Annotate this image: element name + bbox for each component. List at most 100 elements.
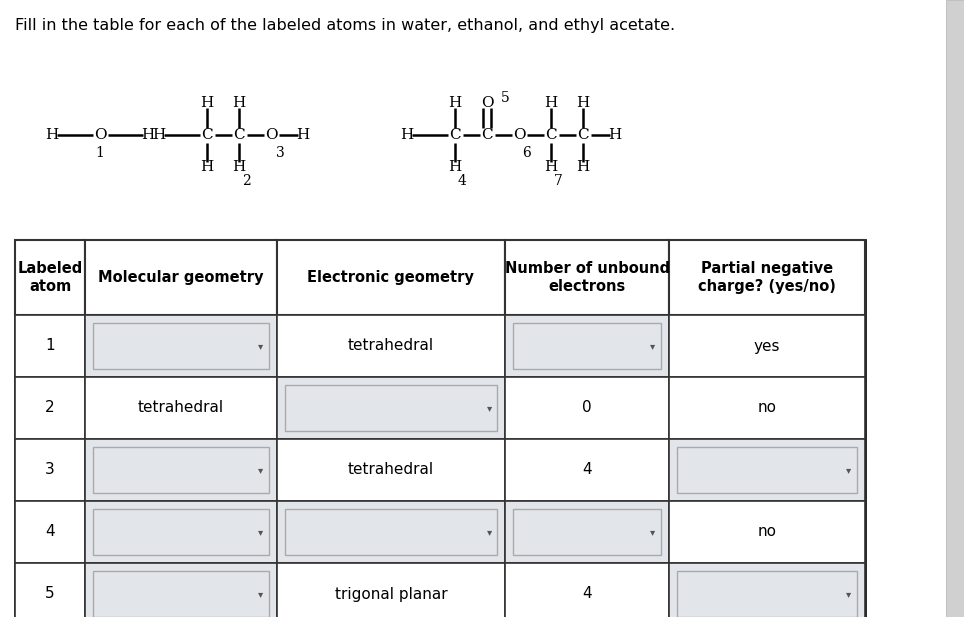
Text: Molecular geometry: Molecular geometry xyxy=(98,270,263,285)
Bar xyxy=(514,509,660,555)
Text: H: H xyxy=(545,160,557,174)
Text: ▾: ▾ xyxy=(487,403,492,413)
Text: H: H xyxy=(545,96,557,110)
Text: ▾: ▾ xyxy=(487,527,492,537)
Text: Labeled
atom: Labeled atom xyxy=(17,262,83,294)
Text: H: H xyxy=(201,160,214,174)
Text: C: C xyxy=(481,128,493,142)
Text: H: H xyxy=(296,128,309,142)
Bar xyxy=(277,563,505,617)
Bar xyxy=(15,563,85,617)
Bar xyxy=(284,385,497,431)
Bar xyxy=(669,240,865,315)
Bar xyxy=(514,323,660,369)
Text: 4: 4 xyxy=(582,587,592,602)
Text: ▾: ▾ xyxy=(258,527,263,537)
Bar xyxy=(85,315,277,377)
Bar xyxy=(505,377,669,439)
Text: yes: yes xyxy=(754,339,780,354)
Bar xyxy=(277,501,505,563)
Text: Fill in the table for each of the labeled atoms in water, ethanol, and ethyl ace: Fill in the table for each of the labele… xyxy=(15,18,675,33)
Bar xyxy=(94,571,269,617)
Text: 4: 4 xyxy=(45,524,55,539)
Text: 1: 1 xyxy=(95,146,104,160)
Text: 6: 6 xyxy=(522,146,531,160)
Text: C: C xyxy=(201,128,213,142)
Text: Electronic geometry: Electronic geometry xyxy=(308,270,474,285)
Text: O: O xyxy=(94,128,106,142)
Text: ▾: ▾ xyxy=(650,527,656,537)
Bar xyxy=(277,240,505,315)
Text: tetrahedral: tetrahedral xyxy=(138,400,224,415)
Bar xyxy=(669,377,865,439)
Bar xyxy=(85,501,277,563)
Text: 4: 4 xyxy=(458,174,467,188)
Text: ▾: ▾ xyxy=(846,465,851,475)
Text: 3: 3 xyxy=(45,463,55,478)
Bar xyxy=(15,439,85,501)
Text: H: H xyxy=(45,128,59,142)
Text: 4: 4 xyxy=(582,463,592,478)
Bar xyxy=(15,240,865,617)
Text: H: H xyxy=(201,96,214,110)
Text: O: O xyxy=(265,128,278,142)
Text: H: H xyxy=(576,160,590,174)
Text: H: H xyxy=(142,128,154,142)
Text: ▾: ▾ xyxy=(258,465,263,475)
Text: H: H xyxy=(232,160,246,174)
Text: O: O xyxy=(513,128,525,142)
Bar xyxy=(677,447,857,493)
Bar xyxy=(946,0,964,617)
Text: no: no xyxy=(758,524,776,539)
Bar xyxy=(284,509,497,555)
Text: H: H xyxy=(608,128,622,142)
Bar xyxy=(505,315,669,377)
Text: ▾: ▾ xyxy=(258,341,263,351)
Bar xyxy=(669,563,865,617)
Text: 2: 2 xyxy=(45,400,55,415)
Bar xyxy=(505,563,669,617)
Text: no: no xyxy=(758,400,776,415)
Bar xyxy=(85,240,277,315)
Bar xyxy=(505,501,669,563)
Text: ▾: ▾ xyxy=(258,589,263,599)
Text: trigonal planar: trigonal planar xyxy=(335,587,447,602)
Bar xyxy=(669,315,865,377)
Text: 5: 5 xyxy=(501,91,510,105)
Text: C: C xyxy=(449,128,461,142)
Text: 1: 1 xyxy=(45,339,55,354)
Bar xyxy=(94,323,269,369)
Text: ▾: ▾ xyxy=(846,589,851,599)
Bar xyxy=(277,315,505,377)
Bar xyxy=(15,377,85,439)
Text: 5: 5 xyxy=(45,587,55,602)
Text: 7: 7 xyxy=(554,174,563,188)
Bar xyxy=(85,377,277,439)
Bar xyxy=(669,439,865,501)
Text: H: H xyxy=(232,96,246,110)
Text: O: O xyxy=(481,96,494,110)
Bar xyxy=(94,509,269,555)
Text: 3: 3 xyxy=(276,146,284,160)
Text: tetrahedral: tetrahedral xyxy=(348,339,434,354)
Text: tetrahedral: tetrahedral xyxy=(348,463,434,478)
Bar xyxy=(277,377,505,439)
Bar xyxy=(505,439,669,501)
Bar xyxy=(85,563,277,617)
Bar xyxy=(85,439,277,501)
Text: C: C xyxy=(233,128,245,142)
Bar xyxy=(15,501,85,563)
Text: H: H xyxy=(400,128,414,142)
Text: ▾: ▾ xyxy=(650,341,656,351)
Text: 0: 0 xyxy=(582,400,592,415)
Bar xyxy=(15,240,85,315)
Text: H: H xyxy=(448,96,462,110)
Bar xyxy=(277,439,505,501)
Bar xyxy=(505,240,669,315)
Text: C: C xyxy=(546,128,557,142)
Bar xyxy=(677,571,857,617)
Bar xyxy=(15,315,85,377)
Text: C: C xyxy=(577,128,589,142)
Text: Partial negative
charge? (yes/no): Partial negative charge? (yes/no) xyxy=(698,262,836,294)
Text: Number of unbound
electrons: Number of unbound electrons xyxy=(504,262,670,294)
